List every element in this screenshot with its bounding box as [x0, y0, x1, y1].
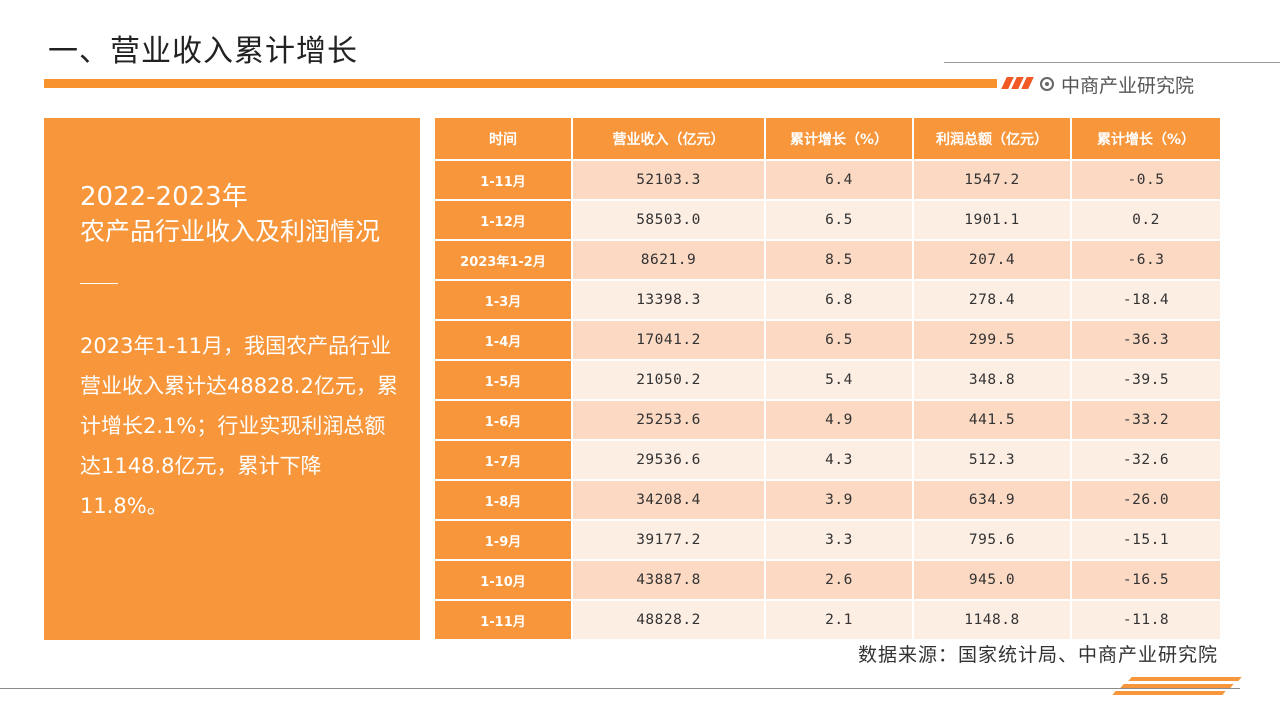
table-row: 1-3月 13398.3 6.8 278.4 -18.4: [435, 281, 1220, 321]
cell-revenue-growth: 3.3: [766, 521, 914, 561]
cell-revenue-growth: 8.5: [766, 241, 914, 281]
cell-time: 1-8月: [435, 481, 573, 521]
table-row: 1-6月 25253.6 4.9 441.5 -33.2: [435, 401, 1220, 441]
cell-profit-growth: -15.1: [1072, 521, 1220, 561]
cell-revenue-growth: 2.6: [766, 561, 914, 601]
footer-stripe-decoration: [1110, 675, 1242, 695]
header-revenue-growth: 累计增长（%）: [766, 118, 914, 161]
data-source: 数据来源：国家统计局、中商产业研究院: [857, 644, 1218, 666]
cell-time: 1-6月: [435, 401, 573, 441]
cell-revenue-growth: 6.5: [766, 201, 914, 241]
header-divider: [944, 62, 1280, 63]
table-row: 1-8月 34208.4 3.9 634.9 -26.0: [435, 481, 1220, 521]
table-row: 1-11月 52103.3 6.4 1547.2 -0.5: [435, 161, 1220, 201]
cell-profit-growth: -18.4: [1072, 281, 1220, 321]
cell-profit: 634.9: [914, 481, 1072, 521]
cell-profit: 278.4: [914, 281, 1072, 321]
brand-name: 中商产业研究院: [1061, 74, 1195, 97]
table-row: 1-4月 17041.2 6.5 299.5 -36.3: [435, 321, 1220, 361]
cell-revenue: 17041.2: [573, 321, 766, 361]
brand-circle-icon: [1040, 77, 1054, 91]
cell-revenue-growth: 6.8: [766, 281, 914, 321]
cell-revenue: 13398.3: [573, 281, 766, 321]
header-revenue: 营业收入（亿元）: [573, 118, 766, 161]
summary-panel: 2022-2023年 农产品行业收入及利润情况 2023年1-11月，我国农产品…: [44, 118, 420, 640]
summary-year: 2022-2023年: [80, 182, 248, 212]
cell-profit: 795.6: [914, 521, 1072, 561]
cell-profit-growth: 0.2: [1072, 201, 1220, 241]
cell-time: 1-7月: [435, 441, 573, 481]
cell-time: 1-11月: [435, 161, 573, 201]
stripe-decoration: [1001, 77, 1034, 89]
cell-profit-growth: -33.2: [1072, 401, 1220, 441]
cell-revenue-growth: 3.9: [766, 481, 914, 521]
title-underline: [44, 79, 997, 88]
cell-profit: 299.5: [914, 321, 1072, 361]
cell-revenue: 29536.6: [573, 441, 766, 481]
cell-revenue-growth: 2.1: [766, 601, 914, 641]
cell-profit-growth: -39.5: [1072, 361, 1220, 401]
cell-time: 1-3月: [435, 281, 573, 321]
table-header-row: 时间 营业收入（亿元） 累计增长（%） 利润总额（亿元） 累计增长（%）: [435, 118, 1220, 161]
cell-profit: 441.5: [914, 401, 1072, 441]
cell-revenue-growth: 4.3: [766, 441, 914, 481]
table-row: 1-11月 48828.2 2.1 1148.8 -11.8: [435, 601, 1220, 641]
cell-profit: 945.0: [914, 561, 1072, 601]
cell-profit-growth: -26.0: [1072, 481, 1220, 521]
cell-revenue: 8621.9: [573, 241, 766, 281]
cell-time: 1-9月: [435, 521, 573, 561]
table-row: 1-7月 29536.6 4.3 512.3 -32.6: [435, 441, 1220, 481]
table-row: 1-10月 43887.8 2.6 945.0 -16.5: [435, 561, 1220, 601]
data-table: 时间 营业收入（亿元） 累计增长（%） 利润总额（亿元） 累计增长（%） 1-1…: [435, 118, 1220, 641]
cell-revenue: 34208.4: [573, 481, 766, 521]
header-profit-growth: 累计增长（%）: [1072, 118, 1220, 161]
footer-divider: [0, 688, 1240, 689]
summary-divider: [80, 283, 118, 284]
cell-profit: 1901.1: [914, 201, 1072, 241]
cell-profit-growth: -0.5: [1072, 161, 1220, 201]
cell-time: 1-5月: [435, 361, 573, 401]
cell-time: 2023年1-2月: [435, 241, 573, 281]
cell-profit-growth: -11.8: [1072, 601, 1220, 641]
table-row: 2023年1-2月 8621.9 8.5 207.4 -6.3: [435, 241, 1220, 281]
cell-revenue: 25253.6: [573, 401, 766, 441]
cell-profit: 1547.2: [914, 161, 1072, 201]
cell-revenue-growth: 4.9: [766, 401, 914, 441]
header-time: 时间: [435, 118, 573, 161]
summary-text: 2023年1-11月，我国农产品行业营业收入累计达48828.2亿元，累计增长2…: [80, 334, 398, 518]
cell-profit-growth: -16.5: [1072, 561, 1220, 601]
cell-revenue: 21050.2: [573, 361, 766, 401]
cell-time: 1-4月: [435, 321, 573, 361]
cell-time: 1-11月: [435, 601, 573, 641]
cell-revenue: 52103.3: [573, 161, 766, 201]
cell-profit: 207.4: [914, 241, 1072, 281]
cell-profit: 348.8: [914, 361, 1072, 401]
summary-subtitle: 农产品行业收入及利润情况: [80, 217, 381, 246]
table-row: 1-12月 58503.0 6.5 1901.1 0.2: [435, 201, 1220, 241]
cell-time: 1-10月: [435, 561, 573, 601]
page-title: 一、营业收入累计增长: [48, 34, 358, 69]
table-row: 1-9月 39177.2 3.3 795.6 -15.1: [435, 521, 1220, 561]
cell-profit-growth: -6.3: [1072, 241, 1220, 281]
cell-profit-growth: -36.3: [1072, 321, 1220, 361]
cell-revenue: 58503.0: [573, 201, 766, 241]
cell-revenue-growth: 6.5: [766, 321, 914, 361]
brand-logo: 中商产业研究院: [1040, 70, 1194, 98]
cell-revenue: 48828.2: [573, 601, 766, 641]
cell-profit: 1148.8: [914, 601, 1072, 641]
cell-revenue-growth: 6.4: [766, 161, 914, 201]
cell-revenue: 39177.2: [573, 521, 766, 561]
header-profit: 利润总额（亿元）: [914, 118, 1072, 161]
cell-profit: 512.3: [914, 441, 1072, 481]
cell-time: 1-12月: [435, 201, 573, 241]
cell-profit-growth: -32.6: [1072, 441, 1220, 481]
table-row: 1-5月 21050.2 5.4 348.8 -39.5: [435, 361, 1220, 401]
cell-revenue-growth: 5.4: [766, 361, 914, 401]
cell-revenue: 43887.8: [573, 561, 766, 601]
